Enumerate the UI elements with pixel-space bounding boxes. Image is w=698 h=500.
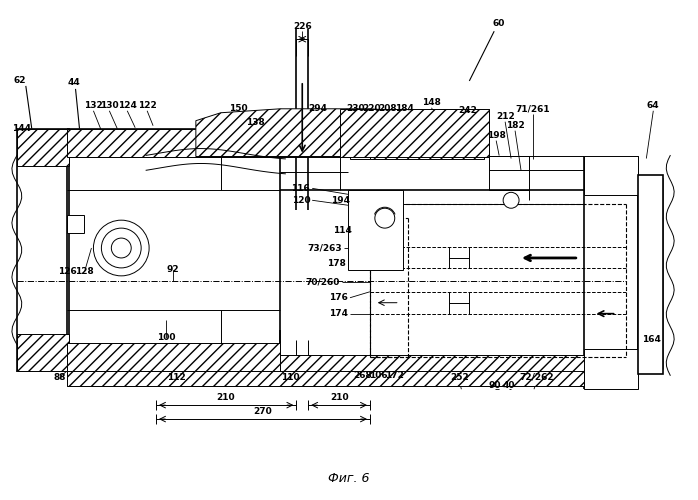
Text: 62: 62	[13, 76, 26, 86]
Text: 230: 230	[347, 104, 365, 114]
Text: 73/263: 73/263	[307, 244, 342, 252]
Text: 226: 226	[293, 22, 311, 31]
Text: 72/262: 72/262	[519, 373, 554, 382]
Text: 144: 144	[12, 124, 31, 133]
Text: Фиг. 6: Фиг. 6	[328, 472, 370, 485]
Circle shape	[111, 238, 131, 258]
Text: 174: 174	[329, 309, 348, 318]
Text: 176: 176	[329, 293, 348, 302]
Bar	[639, 176, 663, 374]
Bar	[17, 128, 68, 166]
Text: 294: 294	[309, 104, 327, 114]
Text: 92: 92	[167, 266, 179, 274]
Bar	[584, 350, 639, 389]
Text: 138: 138	[246, 118, 265, 127]
Circle shape	[503, 192, 519, 208]
Bar	[370, 109, 484, 158]
Text: 178: 178	[327, 260, 346, 268]
Text: 122: 122	[138, 102, 156, 110]
Text: 198: 198	[487, 131, 505, 140]
Circle shape	[101, 228, 141, 268]
Text: 212: 212	[496, 112, 514, 121]
Text: 208: 208	[378, 104, 397, 114]
Text: 148: 148	[422, 98, 441, 108]
Text: 120: 120	[292, 196, 310, 205]
Text: 270: 270	[253, 406, 272, 416]
Text: 88: 88	[53, 373, 66, 382]
Bar	[66, 128, 281, 156]
Text: 128: 128	[75, 268, 94, 276]
Text: 268: 268	[354, 371, 372, 380]
Text: 90: 90	[489, 380, 501, 390]
Bar	[66, 344, 281, 371]
Text: 132: 132	[84, 102, 103, 110]
Text: 106: 106	[369, 371, 388, 380]
Text: 71/261: 71/261	[516, 104, 550, 114]
Text: 130: 130	[100, 102, 119, 110]
Bar	[348, 190, 403, 270]
Circle shape	[94, 220, 149, 276]
Text: 172: 172	[385, 371, 404, 380]
Bar	[584, 156, 639, 196]
Bar	[66, 372, 584, 386]
Text: 210: 210	[216, 392, 235, 402]
Text: 252: 252	[450, 373, 469, 382]
Text: 194: 194	[331, 196, 350, 205]
Text: 242: 242	[458, 106, 477, 116]
Bar	[17, 334, 68, 372]
Text: 116: 116	[292, 184, 310, 193]
Text: 114: 114	[333, 226, 352, 234]
Bar	[17, 128, 68, 372]
Text: 124: 124	[118, 102, 137, 110]
Text: 110: 110	[281, 373, 299, 382]
Bar	[66, 215, 84, 233]
Text: 184: 184	[395, 104, 414, 114]
Text: 44: 44	[67, 78, 80, 88]
Text: 70/260: 70/260	[306, 278, 340, 286]
Text: 220: 220	[362, 104, 381, 114]
Circle shape	[375, 208, 395, 228]
Bar	[281, 356, 588, 374]
Text: 100: 100	[157, 333, 175, 342]
Text: 126: 126	[58, 268, 77, 276]
Text: 112: 112	[167, 373, 186, 382]
Text: 182: 182	[505, 121, 524, 130]
Text: 60: 60	[493, 19, 505, 28]
Polygon shape	[196, 109, 459, 156]
Text: 40: 40	[503, 380, 515, 390]
Bar	[340, 109, 489, 156]
Text: 210: 210	[331, 392, 350, 402]
Text: 150: 150	[230, 104, 248, 114]
Text: 64: 64	[647, 102, 660, 110]
Text: 164: 164	[642, 335, 661, 344]
Bar	[350, 109, 370, 158]
